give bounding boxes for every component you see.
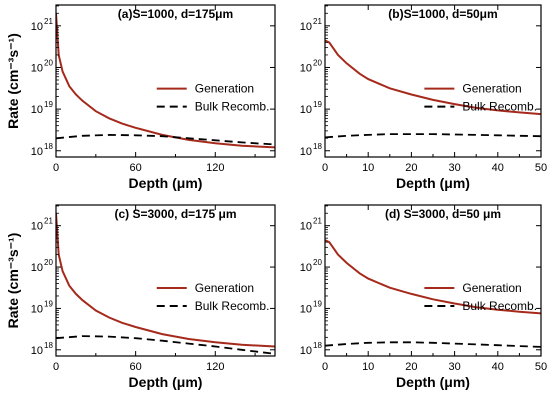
panel-title: (c) S=3000, d=175 μm (114, 207, 236, 221)
panel-title: (b)S=1000, d=50μm (388, 7, 497, 21)
y-tick-exponent: 21 (44, 17, 53, 26)
y-tick-label: 10 (300, 345, 312, 357)
y-tick-label: 10 (300, 262, 312, 274)
x-tick-label: 60 (130, 162, 142, 174)
x-tick-label: 120 (206, 361, 224, 373)
y-tick-exponent: 18 (44, 341, 53, 350)
y-tick-exponent: 19 (44, 100, 53, 109)
series-line-generation (56, 13, 275, 149)
legend-label-generation: Generation (462, 82, 521, 96)
x-axis-label: Depth (μm) (396, 374, 470, 390)
y-tick-exponent: 19 (313, 100, 322, 109)
y-tick-label: 10 (300, 303, 312, 315)
series-line-generation (56, 213, 275, 348)
y-tick-label: 10 (31, 146, 43, 158)
series-line-generation (325, 239, 541, 315)
y-tick-exponent: 20 (44, 58, 53, 67)
x-tick-label: 0 (322, 162, 328, 174)
y-axis-label: Rate (cm⁻³s⁻¹) (5, 33, 21, 129)
y-tick-label: 10 (31, 62, 43, 74)
legend-label-generation: Generation (195, 281, 254, 295)
x-axis-label: Depth (μm) (396, 175, 470, 191)
legend-label-bulk-recomb: Bulk Recomb. (462, 100, 537, 114)
x-tick-label: 30 (448, 361, 460, 373)
y-tick-label: 10 (300, 104, 312, 116)
legend-label-generation: Generation (195, 82, 254, 96)
x-tick-label: 60 (130, 361, 142, 373)
series-line-bulk-recomb (325, 341, 541, 348)
y-tick-exponent: 21 (313, 217, 322, 226)
y-tick-label: 10 (300, 62, 312, 74)
x-tick-label: 40 (492, 361, 504, 373)
series-line-bulk-recomb (56, 133, 275, 146)
y-tick-label: 10 (31, 262, 43, 274)
x-tick-label: 20 (405, 162, 417, 174)
x-tick-label: 20 (405, 361, 417, 373)
legend-label-bulk-recomb: Bulk Recomb. (195, 100, 270, 114)
y-tick-exponent: 18 (313, 142, 322, 151)
series-line-bulk-recomb (325, 133, 541, 139)
y-axis-label: Rate (cm⁻³s⁻¹) (5, 233, 21, 329)
y-tick-label: 10 (31, 21, 43, 33)
y-tick-exponent: 20 (313, 258, 322, 267)
y-tick-exponent: 21 (44, 217, 53, 226)
y-tick-exponent: 19 (44, 299, 53, 308)
legend-label-bulk-recomb: Bulk Recomb. (195, 299, 270, 313)
series-line-generation (325, 39, 541, 116)
y-tick-label: 10 (31, 221, 43, 233)
y-tick-exponent: 19 (313, 299, 322, 308)
y-tick-label: 10 (31, 345, 43, 357)
legend-label-bulk-recomb: Bulk Recomb. (462, 299, 537, 313)
x-tick-label: 10 (362, 361, 374, 373)
plot-frame (55, 204, 276, 357)
y-tick-exponent: 20 (313, 58, 322, 67)
y-tick-label: 10 (300, 21, 312, 33)
x-tick-label: 50 (535, 361, 547, 373)
y-tick-label: 10 (31, 104, 43, 116)
y-tick-label: 10 (300, 146, 312, 158)
plot-frame (55, 4, 276, 158)
y-tick-exponent: 18 (313, 341, 322, 350)
x-tick-label: 0 (53, 162, 59, 174)
x-tick-label: 120 (206, 162, 224, 174)
y-tick-exponent: 20 (44, 258, 53, 267)
panel-title: (a)S=1000, d=175μm (118, 7, 233, 21)
x-axis-label: Depth (μm) (129, 374, 203, 390)
y-tick-exponent: 21 (313, 17, 322, 26)
x-tick-label: 10 (362, 162, 374, 174)
x-tick-label: 30 (448, 162, 460, 174)
x-tick-label: 50 (535, 162, 547, 174)
y-tick-label: 10 (31, 303, 43, 315)
x-axis-label: Depth (μm) (129, 175, 203, 191)
x-tick-label: 0 (322, 361, 328, 373)
y-tick-exponent: 18 (44, 142, 53, 151)
x-tick-label: 0 (53, 361, 59, 373)
y-tick-label: 10 (300, 221, 312, 233)
x-tick-label: 40 (492, 162, 504, 174)
panel-title: (d) S=3000, d=50 μm (385, 207, 501, 221)
series-line-bulk-recomb (56, 335, 275, 355)
legend-label-generation: Generation (462, 281, 521, 295)
